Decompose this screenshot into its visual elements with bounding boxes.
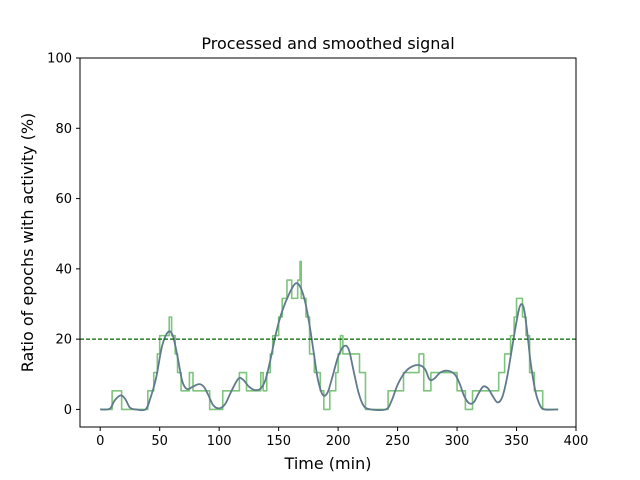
x-tick-label: 50 bbox=[151, 434, 168, 449]
axis-ticks: 0 50 100 150 200 250 300 350 400 0 20 40 60 80 100 bbox=[47, 52, 588, 450]
x-tick-label: 200 bbox=[326, 434, 351, 449]
x-tick-label: 400 bbox=[564, 434, 589, 449]
plot-area bbox=[80, 260, 576, 412]
y-tick-label: 60 bbox=[55, 192, 72, 207]
x-tick-label: 100 bbox=[207, 434, 232, 449]
x-tick-label: 0 bbox=[96, 434, 104, 449]
smoothed-signal-line bbox=[100, 282, 559, 412]
y-tick-label: 20 bbox=[55, 333, 72, 348]
y-tick-label: 0 bbox=[64, 403, 72, 418]
x-tick-label: 350 bbox=[504, 434, 529, 449]
y-tick-label: 40 bbox=[55, 262, 72, 277]
x-axis-label: Time (min) bbox=[284, 454, 372, 473]
x-tick-label: 300 bbox=[445, 434, 470, 449]
y-axis-label: Ratio of epochs with activity (%) bbox=[18, 113, 37, 373]
y-tick-label: 80 bbox=[55, 122, 72, 137]
chart-title: Processed and smoothed signal bbox=[201, 34, 454, 53]
y-tick-label: 100 bbox=[47, 52, 72, 67]
series-group bbox=[80, 260, 576, 412]
x-tick-label: 150 bbox=[266, 434, 291, 449]
plot-frame bbox=[79, 57, 577, 428]
x-tick-label: 250 bbox=[385, 434, 410, 449]
